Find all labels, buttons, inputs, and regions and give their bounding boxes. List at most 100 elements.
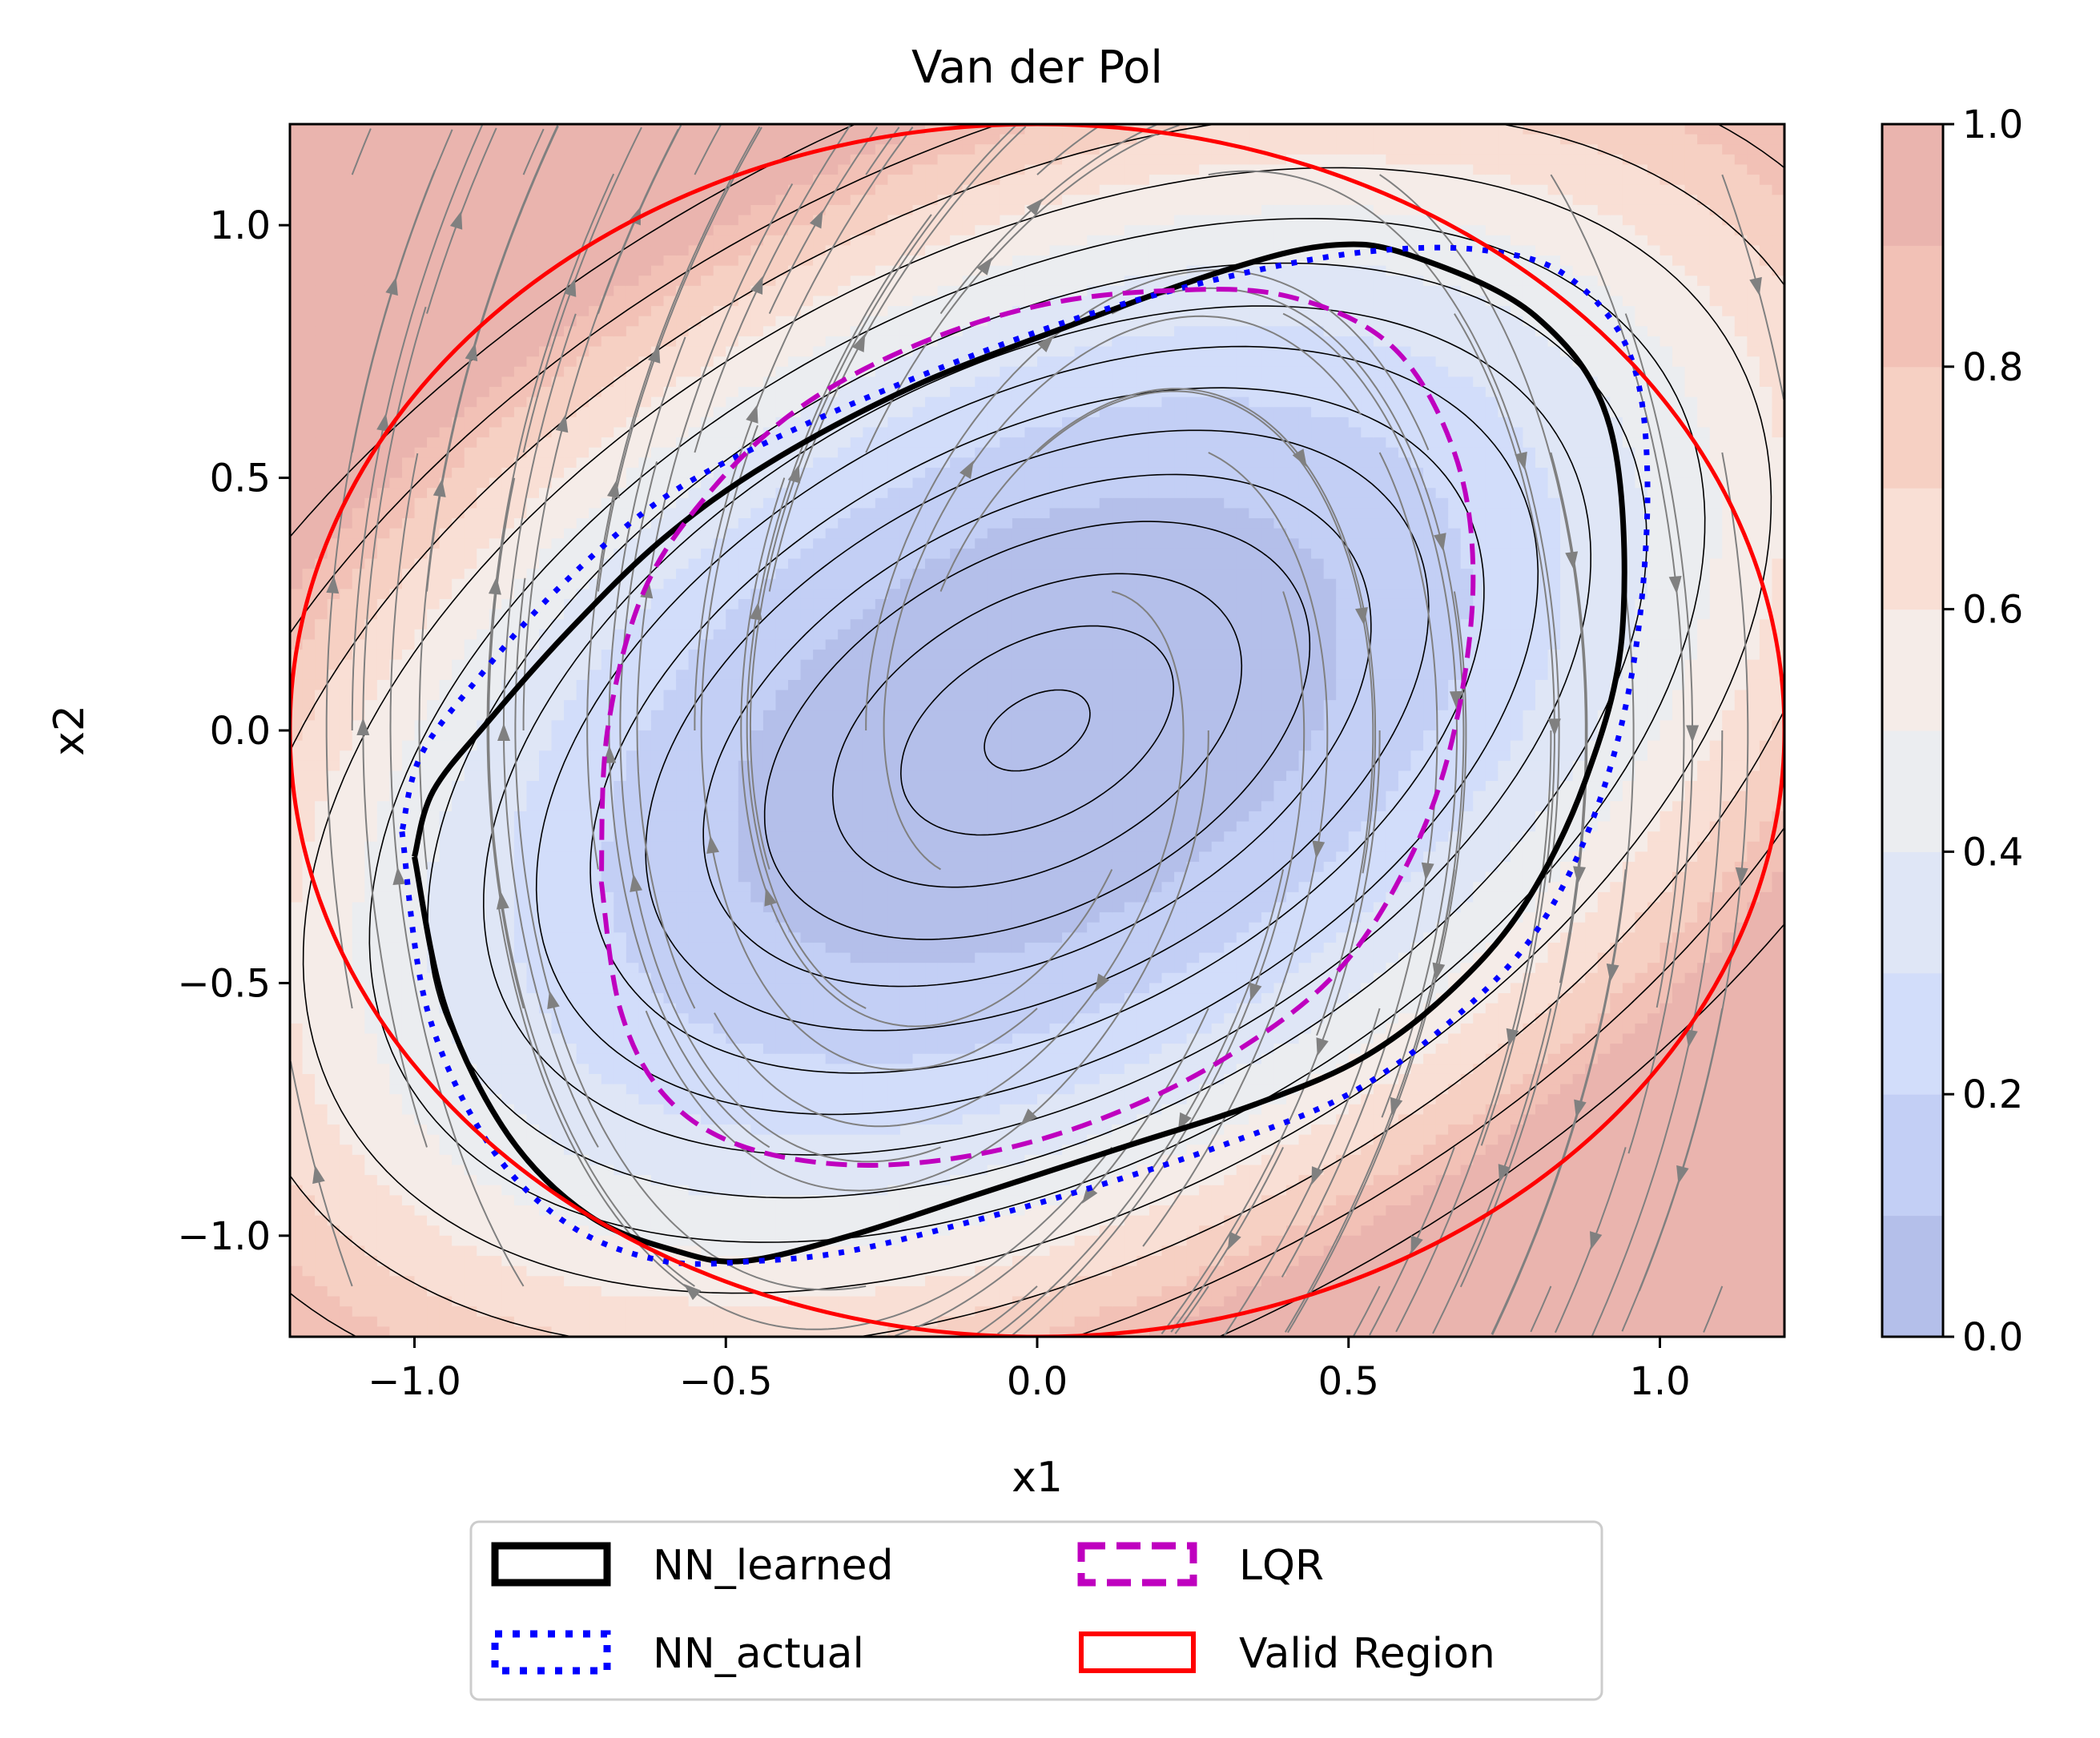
streamline [522, 128, 545, 175]
streamline-arrow [326, 575, 340, 594]
y-axis-label: x2 [46, 705, 94, 756]
colorbar-tick-label: 0.2 [1962, 1072, 2023, 1117]
streamline [1703, 1285, 1724, 1333]
streamline-arrow [606, 480, 620, 499]
streamline-arrow [547, 990, 560, 1010]
streamline [694, 124, 722, 175]
colorbar-band [1882, 730, 1943, 852]
streamline-arrow [555, 414, 569, 433]
streamline-arrow [749, 601, 762, 621]
contour-level-line [763, 521, 1311, 940]
streamline-arrow [497, 723, 511, 742]
streamline [1530, 1285, 1552, 1333]
streamline [1036, 124, 1103, 175]
contour-level-line [589, 387, 1485, 1074]
series-lqr [598, 287, 1476, 1168]
contour-level-line [899, 625, 1175, 836]
legend-label-nn-actual: NN_actual [653, 1630, 864, 1678]
x-axis: −1.0 −0.5 0.0 0.5 1.0 [368, 1337, 1691, 1404]
streamline-arrow [1227, 1231, 1241, 1250]
x-tick-label: 0.5 [1318, 1359, 1379, 1404]
colorbar-tick-label: 0.6 [1962, 588, 2023, 633]
streamline-arrow [959, 460, 974, 480]
y-tick-label: −1.0 [177, 1214, 271, 1259]
colorbar-band [1882, 1215, 1943, 1338]
contour-level-line [290, 124, 1784, 1337]
legend-label-lqr: LQR [1239, 1542, 1324, 1590]
streamline-arrow [376, 412, 389, 432]
streamline-arrow [1749, 276, 1762, 296]
contour-level-line [368, 218, 1706, 1243]
streamline-arrow [563, 278, 577, 297]
series-nn-learned [412, 241, 1627, 1265]
contour-level-line [427, 262, 1647, 1199]
streamline-arrow [630, 873, 643, 892]
streamline-arrow [356, 718, 370, 736]
streamline-arrow [1434, 533, 1446, 552]
streamline-arrow [1515, 451, 1527, 471]
streamline-arrow [385, 276, 398, 296]
streamline-arrow [1410, 1235, 1423, 1254]
streamline-arrow [1685, 1028, 1698, 1048]
x-tick-label: 0.0 [1007, 1359, 1068, 1404]
streamline-arrow [1081, 1185, 1098, 1204]
streamline-arrow [1095, 973, 1110, 992]
colorbar-tick-label: 0.0 [1962, 1315, 2023, 1360]
plot-area [288, 123, 1786, 1338]
streamline-arrow [1498, 1164, 1511, 1183]
streamline-arrow [1312, 840, 1326, 859]
colorbar-band [1882, 366, 1943, 489]
y-axis: −1.0 −0.5 0.0 0.5 1.0 [177, 203, 290, 1259]
streamline [351, 128, 372, 175]
streamline-arrow [1355, 606, 1368, 626]
streamline-arrow [1036, 335, 1054, 352]
colorbar-ticks: 0.0 0.2 0.4 0.6 0.8 1.0 [1943, 103, 2023, 1360]
y-tick-label: 1.0 [210, 203, 271, 248]
colorbar-band [1882, 609, 1943, 731]
streamline [1352, 1285, 1381, 1337]
series-curves [290, 124, 1784, 1337]
contour-level-line [984, 689, 1091, 772]
streamline-arrow [496, 891, 509, 910]
streamline-arrow [746, 404, 758, 424]
contour-level-line [290, 124, 1784, 1337]
streamline-arrow [976, 257, 993, 276]
streamline-arrow [1449, 690, 1462, 710]
streamline-arrow [750, 276, 763, 295]
streamline-arrow [1421, 862, 1434, 881]
x-tick-label: −0.5 [679, 1359, 773, 1404]
colorbar-bands [1882, 124, 1943, 1338]
streamline [972, 1285, 1038, 1337]
legend-label-nn-learned: NN_learned [653, 1542, 894, 1590]
contour-lines [290, 124, 1784, 1337]
legend-swatch-lqr [1077, 1542, 1197, 1587]
legend-swatch-valid-region [1079, 1631, 1196, 1673]
contour-fill [290, 124, 1784, 1337]
legend-frame [469, 1520, 1603, 1701]
legend-swatch-nn-actual [491, 1630, 611, 1675]
streamline-arrow [449, 211, 463, 230]
colorbar-band [1882, 245, 1943, 368]
streamline-arrow [1573, 866, 1587, 885]
streamline-arrow [1026, 198, 1044, 216]
contour-level-line [535, 345, 1539, 1116]
contour-level-line [290, 124, 1784, 1337]
streamline-arrow [312, 1165, 325, 1185]
streamline-arrow [852, 333, 866, 352]
colorbar-band [1882, 1094, 1943, 1217]
colorbar-tick-label: 1.0 [1962, 103, 2023, 147]
streamline-arrow [392, 867, 406, 885]
x-tick-label: 1.0 [1629, 1359, 1690, 1404]
streamline-arrow [1249, 982, 1262, 1002]
series-nn-actual [399, 244, 1651, 1267]
x-axis-label: x1 [1012, 1454, 1063, 1502]
colorbar-band [1882, 972, 1943, 1095]
streamline-arrow [488, 576, 501, 595]
streamline-arrow [1292, 449, 1307, 468]
streamline-arrow [1506, 1028, 1519, 1047]
streamline-arrow [1547, 718, 1561, 737]
streamline-arrow [1606, 964, 1619, 982]
colorbar-band [1882, 488, 1943, 610]
streamline-arrow [1668, 576, 1682, 594]
